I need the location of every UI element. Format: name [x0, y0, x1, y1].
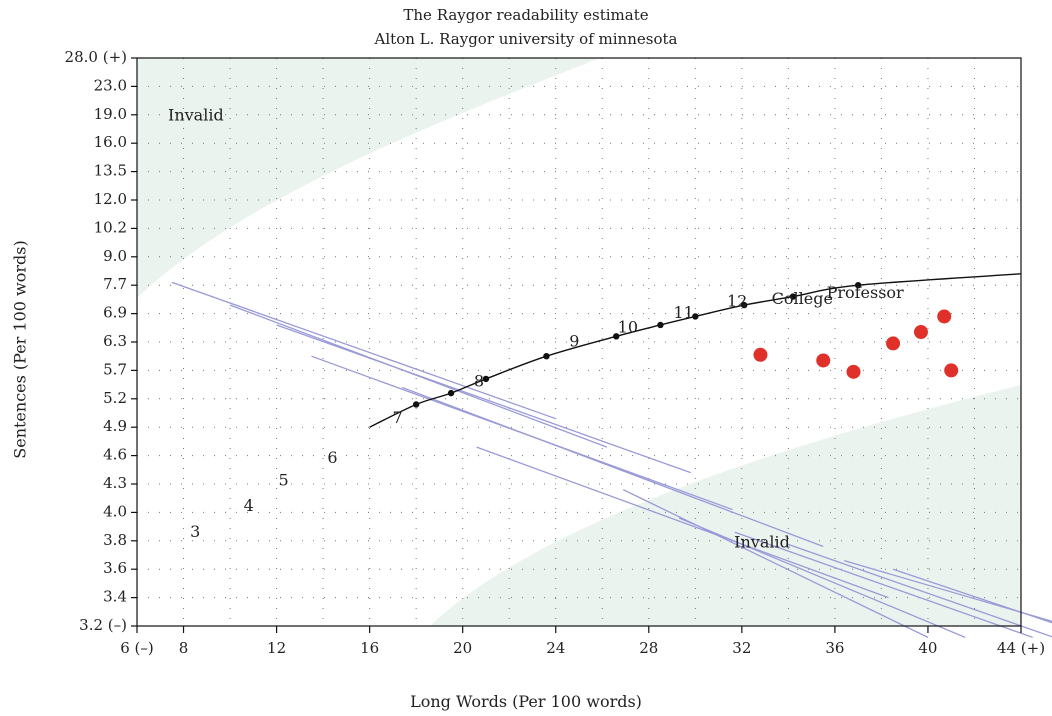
x-tick-label: 28: [639, 639, 658, 657]
chart-subtitle: Alton L. Raygor university of minnesota: [374, 30, 678, 48]
x-tick-label: 16: [360, 639, 379, 657]
y-tick-label: 4.6: [103, 446, 127, 464]
grade-line-8: [476, 446, 889, 599]
grade-line-12: [785, 543, 1052, 638]
y-tick-label: 7.7: [103, 275, 127, 293]
x-axis-label: Long Words (Per 100 words): [410, 692, 642, 711]
data-point: [753, 347, 768, 362]
data-point: [886, 336, 901, 351]
curve-dot: [789, 293, 797, 300]
grade-label-professor: Professor: [827, 283, 904, 302]
y-tick-label: 3.8: [103, 531, 127, 549]
y-tick-label: 3.2 (–): [79, 616, 127, 634]
y-tick-label: 19.0: [94, 105, 127, 123]
y-tick-label: 5.7: [103, 360, 127, 378]
grade-label-3: 3: [190, 522, 200, 541]
x-tick-label: 36: [825, 639, 844, 657]
invalid-regions: [137, 58, 1021, 626]
y-tick-label: 6.9: [103, 304, 127, 322]
grade-curve-line: [369, 273, 1022, 428]
grade-label-5: 5: [278, 471, 288, 490]
grade-curve: [369, 273, 1022, 428]
x-tick-label: 24: [546, 639, 565, 657]
curve-dot: [657, 321, 664, 329]
data-point: [937, 309, 952, 324]
data-point: [913, 325, 928, 340]
y-tick-label: 13.5: [94, 162, 127, 180]
curve-dot: [613, 333, 620, 340]
grade-line-5: [276, 324, 691, 474]
grade-line-3: [171, 281, 556, 420]
x-tick-label: 8: [179, 639, 189, 657]
grade-line-10: [678, 517, 966, 638]
region-label-bottom-right: Invalid: [734, 533, 790, 552]
y-tick-label: 12.0: [94, 190, 127, 208]
curve-dot: [854, 282, 862, 289]
grade-label-10: 10: [618, 317, 638, 336]
curve-dot: [447, 389, 455, 397]
y-tick-label: 10.2: [94, 218, 127, 236]
y-tick-label: 6.3: [103, 332, 127, 350]
y-tick-label: 3.6: [103, 559, 127, 577]
curve-dot: [692, 313, 699, 320]
grade-line-9: [622, 489, 929, 638]
grade-lines: [171, 281, 1052, 638]
y-axis-label: Sentences (Per 100 words): [10, 240, 30, 459]
grade-label-college: College: [772, 289, 833, 308]
y-tick-label: 5.2: [103, 389, 127, 407]
x-tick-label: 44 (+): [997, 639, 1045, 657]
grade-line-professor: [892, 568, 1052, 624]
grade-label-7: 7: [392, 408, 402, 427]
x-tick-label: 12: [267, 639, 286, 657]
grade-label-12: 12: [727, 292, 747, 311]
curve-dot: [740, 301, 748, 309]
grade-label-8: 8: [474, 371, 484, 390]
y-tick-label: 23.0: [94, 76, 127, 94]
data-points: [753, 309, 959, 379]
x-tick-label: 20: [453, 639, 472, 657]
curve-dot: [412, 401, 420, 408]
curve-dot: [482, 375, 490, 383]
data-point: [944, 363, 959, 378]
y-tick-label: 16.0: [94, 133, 127, 151]
axes: 3.2 (–) 3.4 3.6 3.8 4.0 4.3 4.6 4.9 5.2 5.7 6.3 6.9…: [65, 48, 1046, 657]
grade-line-7: [401, 386, 824, 548]
invalid-region-bottom-right: [430, 385, 1021, 626]
grade-label-4: 4: [244, 496, 254, 515]
y-tick-label: 4.3: [103, 474, 127, 492]
y-tick-label: 4.9: [103, 417, 127, 435]
grade-label-9: 9: [569, 332, 579, 351]
x-tick-label: 40: [918, 639, 937, 657]
grade-label-6: 6: [327, 448, 337, 467]
x-tick-label: 32: [732, 639, 751, 657]
grade-line-college: [844, 560, 1052, 623]
y-tick-label: 28.0 (+): [65, 48, 127, 66]
y-tick-label: 4.0: [103, 502, 127, 520]
curve-dot: [543, 353, 550, 360]
x-tick-label: 6 (–): [120, 639, 154, 657]
data-point: [816, 353, 831, 368]
region-label-top-left: Invalid: [168, 106, 224, 125]
grade-label-11: 11: [674, 303, 694, 322]
chart-title: The Raygor readability estimate: [403, 6, 649, 24]
invalid-region-top-left: [137, 58, 600, 298]
y-tick-label: 9.0: [103, 247, 127, 265]
data-point: [846, 364, 861, 379]
y-tick-label: 3.4: [103, 588, 127, 606]
grade-line-11: [734, 531, 1033, 638]
